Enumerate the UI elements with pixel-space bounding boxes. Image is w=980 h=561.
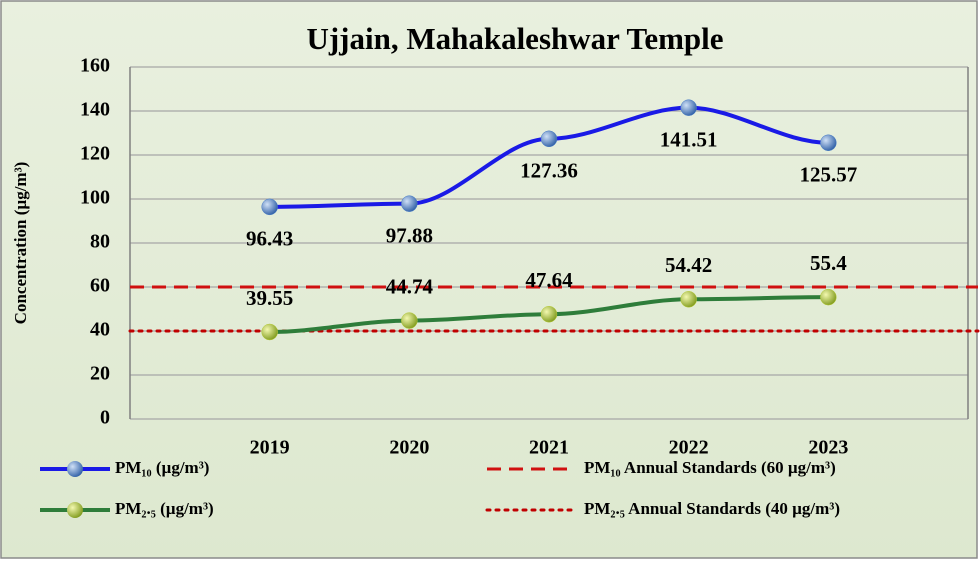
y-tick-label: 160 [80,55,110,77]
y-tick-label: 60 [90,275,110,297]
data-label: 44.74 [386,274,434,298]
x-tick-label: 2022 [669,437,709,459]
data-label: 54.42 [665,253,712,277]
data-point [401,195,418,212]
data-point [820,134,837,151]
y-tick-label: 20 [90,363,110,385]
data-label: 97.88 [386,223,433,247]
x-tick-label: 2021 [529,437,569,459]
y-tick-label: 120 [80,143,110,165]
x-tick-label: 2023 [808,437,848,459]
legend-marker [67,461,83,477]
data-point [540,305,558,323]
chart-title: Ujjain, Mahakaleshwar Temple [306,21,723,56]
y-tick-label: 140 [80,99,110,121]
data-point [680,291,697,308]
legend-marker [67,502,83,518]
data-point [820,288,837,306]
data-label: 127.36 [520,159,578,183]
data-point [540,130,558,148]
data-label: 47.64 [525,268,573,292]
y-axis-label: Concentration (µg/m³) [11,162,30,325]
y-tick-label: 100 [80,187,110,209]
y-tick-label: 80 [90,231,110,253]
data-point [680,99,697,116]
legend-label: PM₂.₅ (µg/m³) [115,499,214,518]
legend-label: PM₁₀ (µg/m³) [115,458,209,477]
x-tick-label: 2019 [250,437,290,459]
data-label: 96.43 [246,227,293,251]
y-tick-label: 0 [100,407,110,429]
data-point [261,323,278,341]
data-point [401,312,418,329]
data-label: 125.57 [799,163,857,187]
data-label: 39.55 [246,286,293,310]
data-label: 141.51 [660,127,718,151]
data-point [261,198,278,216]
legend-label: PM₂.₅ Annual Standards (40 µg/m³) [584,499,840,518]
legend-label: PM₁₀ Annual Standards (60 µg/m³) [584,458,836,477]
data-label: 55.4 [810,251,847,275]
x-tick-label: 2020 [389,437,429,459]
y-tick-label: 40 [90,319,110,341]
